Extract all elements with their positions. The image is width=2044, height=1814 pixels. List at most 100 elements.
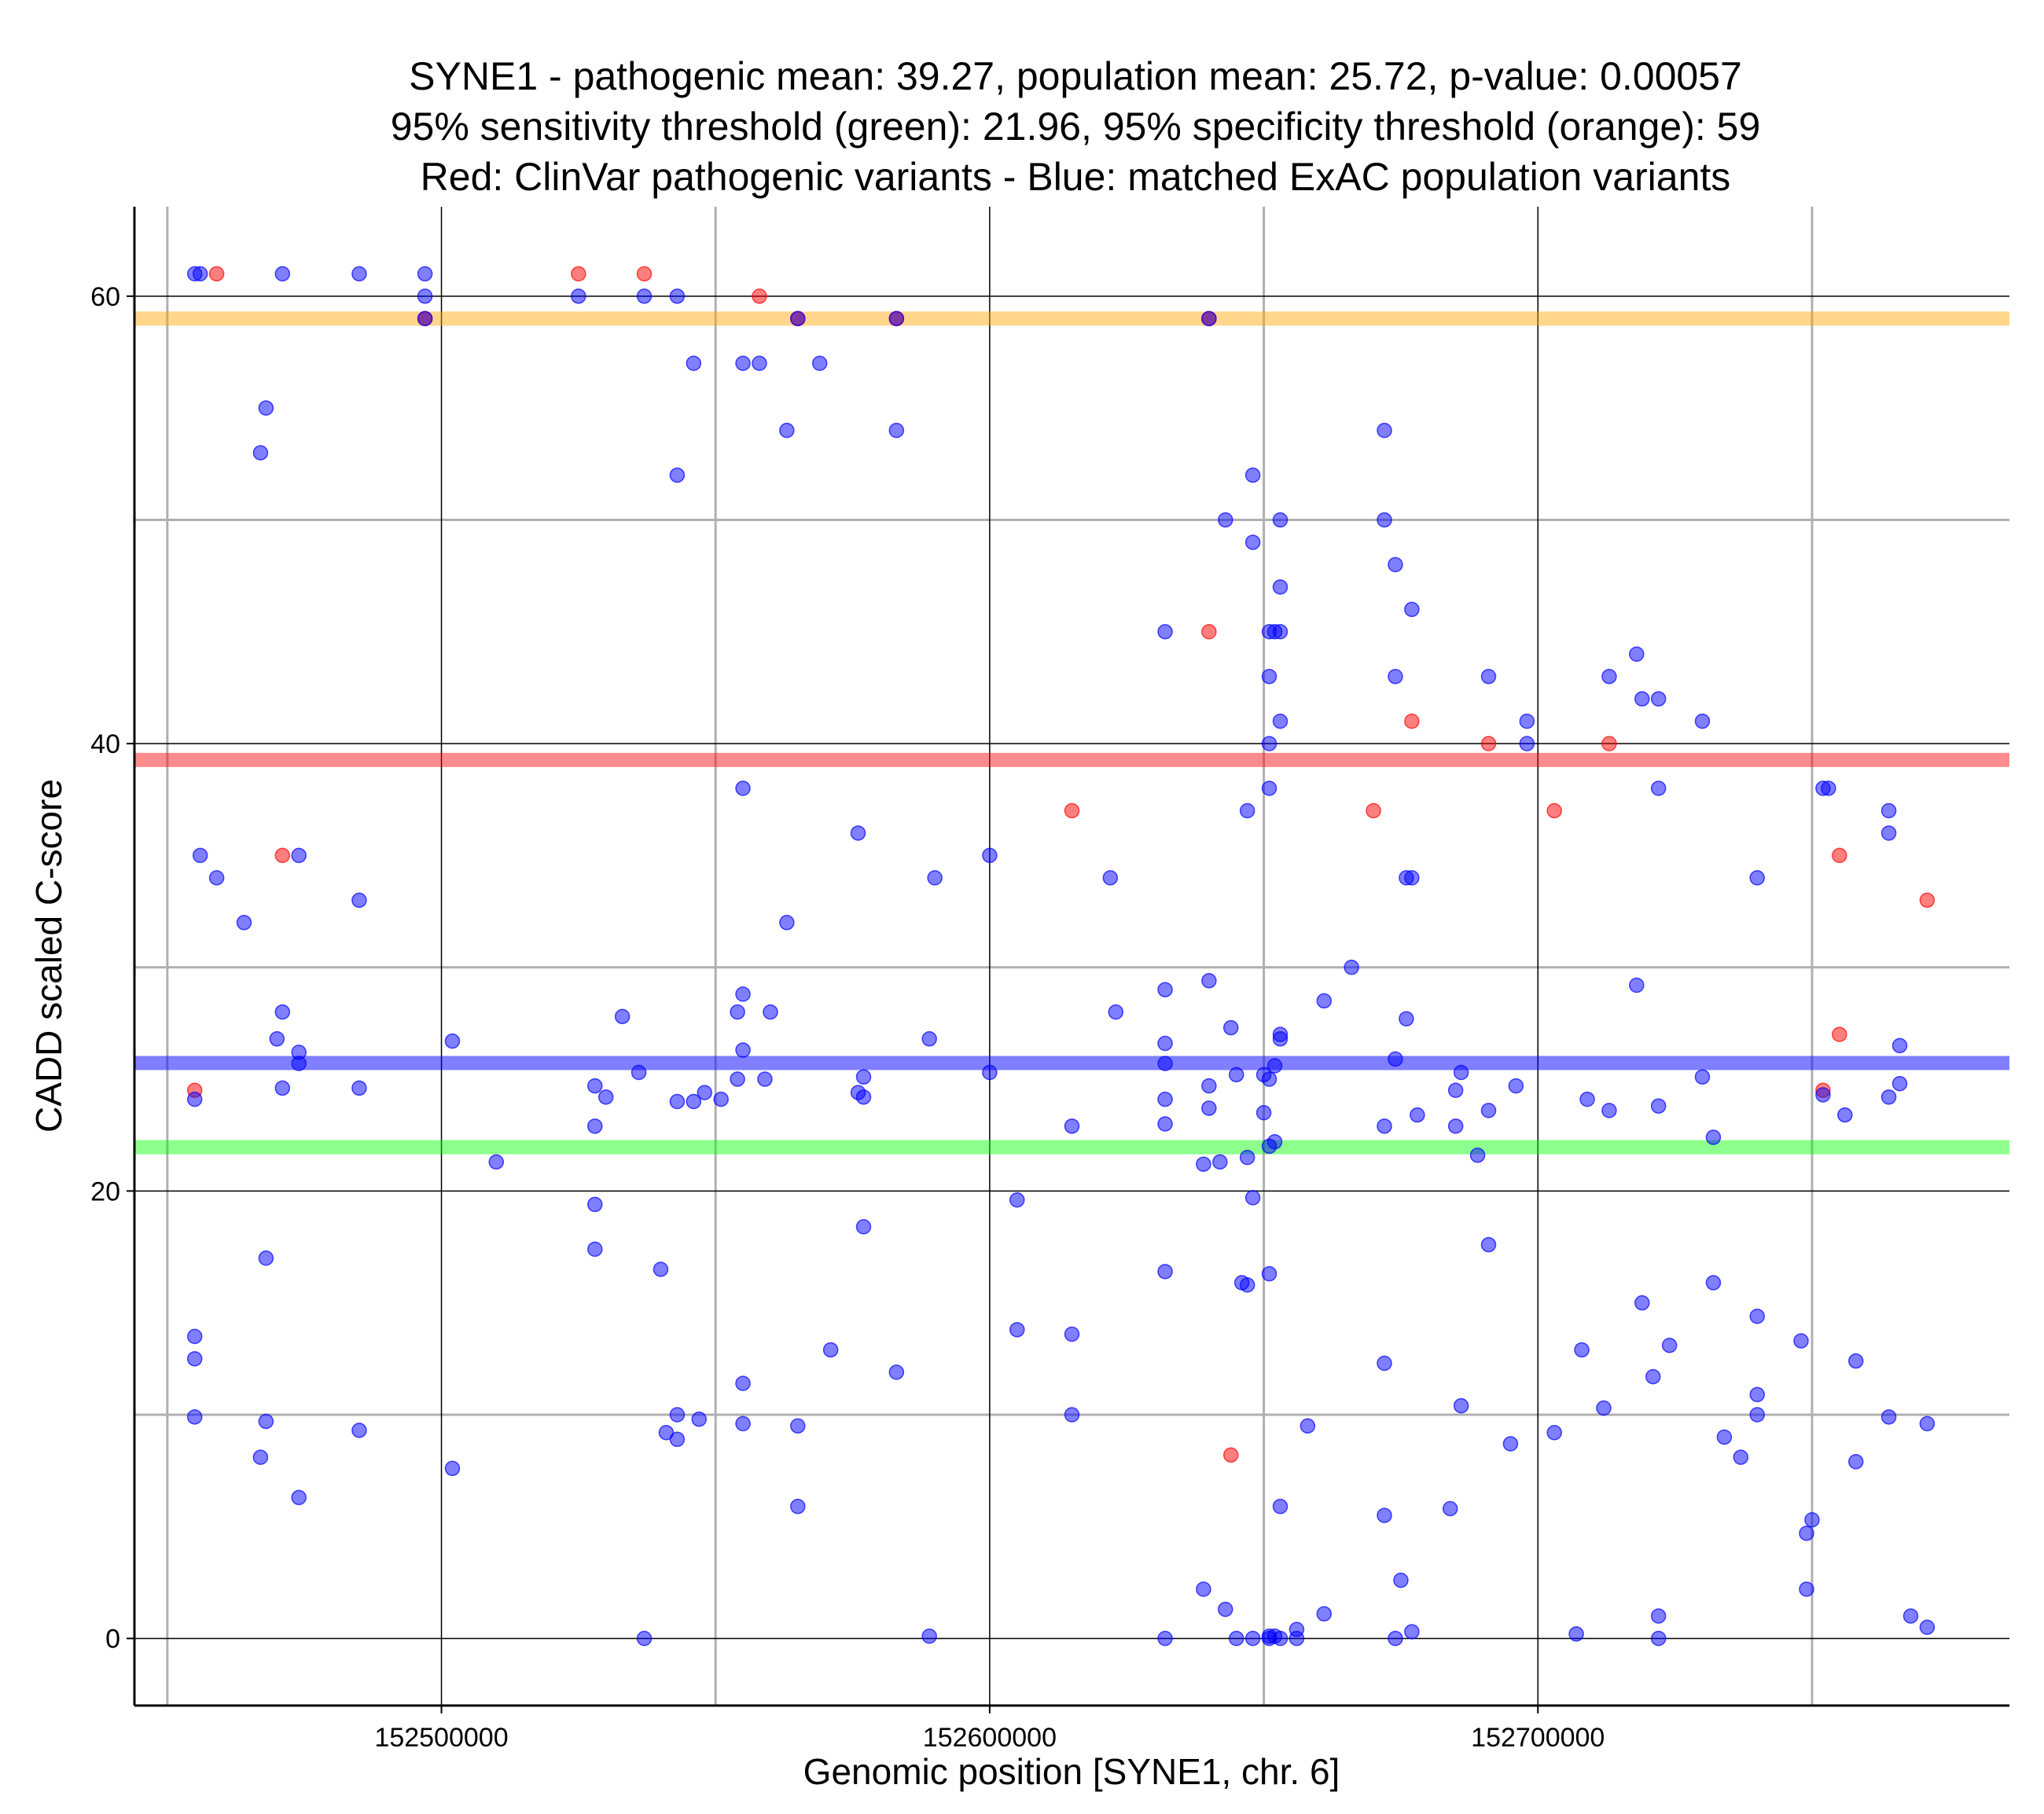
population-point (1300, 1418, 1316, 1434)
population-point (790, 1418, 806, 1434)
population-point (888, 422, 905, 439)
pathogenic-point (636, 266, 653, 282)
pathogenic-point (752, 288, 767, 304)
population-point (790, 310, 806, 327)
y-tick-label: 40 (90, 729, 120, 759)
population-point (1508, 1078, 1524, 1094)
population-point (1272, 579, 1289, 595)
pathogenic-point (571, 266, 586, 282)
population-point (1157, 1056, 1173, 1071)
population-point (763, 1004, 778, 1020)
ticks: 0 20 40 60 152500000 152600000 152700000 (90, 282, 1605, 1753)
population-point (1196, 1156, 1211, 1172)
population-point (1388, 1051, 1403, 1067)
population-point (417, 310, 433, 327)
population-point (1404, 601, 1420, 618)
population-point (1705, 1129, 1722, 1145)
population-point (1837, 1107, 1853, 1123)
population-point (351, 1423, 367, 1438)
population-point (1442, 1500, 1458, 1517)
population-point (757, 1071, 773, 1087)
population-point (1880, 1089, 1897, 1105)
population-point (1272, 624, 1289, 640)
population-point (1316, 993, 1333, 1009)
population-point (1469, 1148, 1486, 1163)
x-tick-label: 152600000 (923, 1723, 1057, 1753)
population-point (1519, 736, 1535, 751)
population-point (1157, 1091, 1173, 1107)
population-point (1393, 1572, 1409, 1588)
population-point (855, 1069, 872, 1085)
population-point (1694, 713, 1711, 729)
population-point (1261, 668, 1278, 685)
population-point (351, 1080, 367, 1096)
pathogenic-point (1919, 892, 1936, 909)
population-point (1272, 512, 1289, 528)
population-point (1919, 1619, 1936, 1636)
population-point (1650, 1630, 1667, 1647)
population-point (291, 1489, 307, 1506)
population-point (1880, 802, 1897, 819)
exac-series (186, 266, 1936, 1647)
population-point (735, 780, 751, 796)
population-point (1388, 668, 1403, 685)
population-point (236, 915, 252, 931)
population-point (1480, 1236, 1497, 1253)
x-axis-title: Genomic position [SYNE1, chr. 6] (803, 1751, 1340, 1792)
population-point (614, 1008, 630, 1025)
population-point (1108, 1004, 1124, 1020)
pathogenic-point (1832, 847, 1847, 864)
population-point (1733, 1449, 1749, 1465)
population-point (1601, 668, 1617, 685)
population-point (192, 266, 208, 282)
population-point (1244, 1630, 1261, 1647)
population-point (1239, 1149, 1255, 1166)
population-point (1261, 1630, 1278, 1647)
population-point (1261, 780, 1278, 796)
population-point (779, 422, 795, 439)
population-point (779, 915, 795, 931)
population-point (1201, 1078, 1217, 1094)
y-axis-title: CADD scaled C-score (28, 779, 69, 1133)
population-point (850, 825, 866, 841)
population-point (1244, 1190, 1261, 1206)
population-point (1568, 1626, 1584, 1642)
population-point (252, 445, 269, 461)
population-point (811, 355, 828, 371)
population-point (1596, 1400, 1612, 1416)
population-point (1239, 1277, 1255, 1293)
population-point (1064, 1326, 1080, 1342)
population-point (1480, 668, 1497, 685)
pathogenic-point (1601, 736, 1617, 751)
population-point (1244, 534, 1261, 550)
population-point (1645, 1368, 1661, 1385)
population-point (752, 355, 767, 371)
population-point (208, 870, 225, 886)
population-point (291, 847, 307, 864)
population-point (921, 1629, 937, 1644)
population-point (669, 1407, 686, 1423)
population-point (1255, 1104, 1272, 1121)
population-point (1228, 1067, 1244, 1083)
population-point (1634, 1294, 1650, 1311)
population-point (1447, 1082, 1464, 1099)
population-point (713, 1091, 729, 1107)
population-point (1502, 1436, 1519, 1452)
population-point (1212, 1154, 1228, 1170)
pathogenic-point (1546, 802, 1562, 819)
population-point (1650, 691, 1667, 707)
population-point (1650, 1098, 1667, 1114)
population-point (269, 1031, 285, 1047)
pathogenic-point (1480, 736, 1497, 751)
pathogenic-point (1064, 802, 1080, 819)
population-point (1157, 1630, 1173, 1647)
population-point (1261, 1071, 1278, 1087)
population-point (1891, 1037, 1908, 1054)
population-point (258, 1413, 274, 1430)
population-point (697, 1085, 713, 1100)
population-point (444, 1033, 461, 1049)
population-point (1102, 870, 1119, 886)
population-point (669, 467, 686, 483)
population-point (1157, 624, 1173, 640)
